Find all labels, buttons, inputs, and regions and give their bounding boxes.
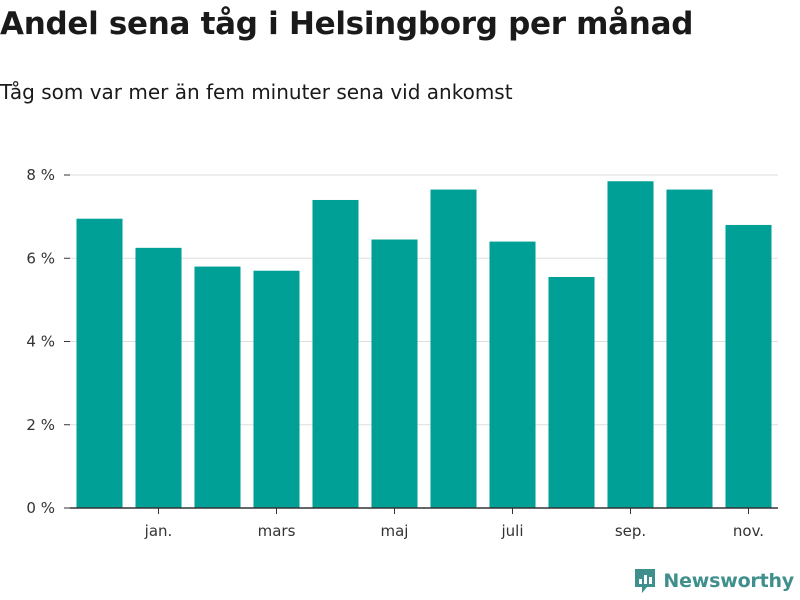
y-tick-label: 8 % <box>26 166 55 184</box>
gridlines <box>70 174 778 426</box>
brand-name: Newsworthy <box>663 570 794 592</box>
bar-juli <box>489 241 536 508</box>
brand-logo: Newsworthy <box>633 566 794 596</box>
y-tick-label: 4 % <box>26 333 55 351</box>
x-tick-label: juli <box>500 522 523 540</box>
y-tick-label: 2 % <box>26 416 55 434</box>
bar-feb <box>194 266 241 508</box>
bar-apr <box>312 199 359 508</box>
bar-juni <box>430 189 477 508</box>
bar-maj <box>371 239 418 509</box>
x-tick-label: nov. <box>733 522 764 540</box>
bar-jan <box>135 247 182 508</box>
x-tick-label: sep. <box>615 522 646 540</box>
x-tick-label: maj <box>381 522 409 540</box>
bar-aug <box>548 276 595 508</box>
bar-sep <box>607 181 654 508</box>
chart-subtitle: Tåg som var mer än fem minuter sena vid … <box>0 80 513 104</box>
axes: 0 % 2 % 4 % 6 % 8 % jan. mars maj juli sep. nov. <box>26 166 778 540</box>
bars <box>76 181 772 509</box>
x-tick-label: jan. <box>144 522 173 540</box>
bar-nov <box>725 224 772 508</box>
newsworthy-logo-icon <box>635 569 656 593</box>
y-tick-label: 0 % <box>26 499 55 517</box>
y-tick-label: 6 % <box>26 249 55 267</box>
bar-mars <box>253 270 300 508</box>
x-tick-label: mars <box>258 522 296 540</box>
chart-title: Andel sena tåg i Helsingborg per månad <box>0 6 694 42</box>
bar-okt <box>666 189 713 508</box>
bar-dec <box>76 218 123 509</box>
